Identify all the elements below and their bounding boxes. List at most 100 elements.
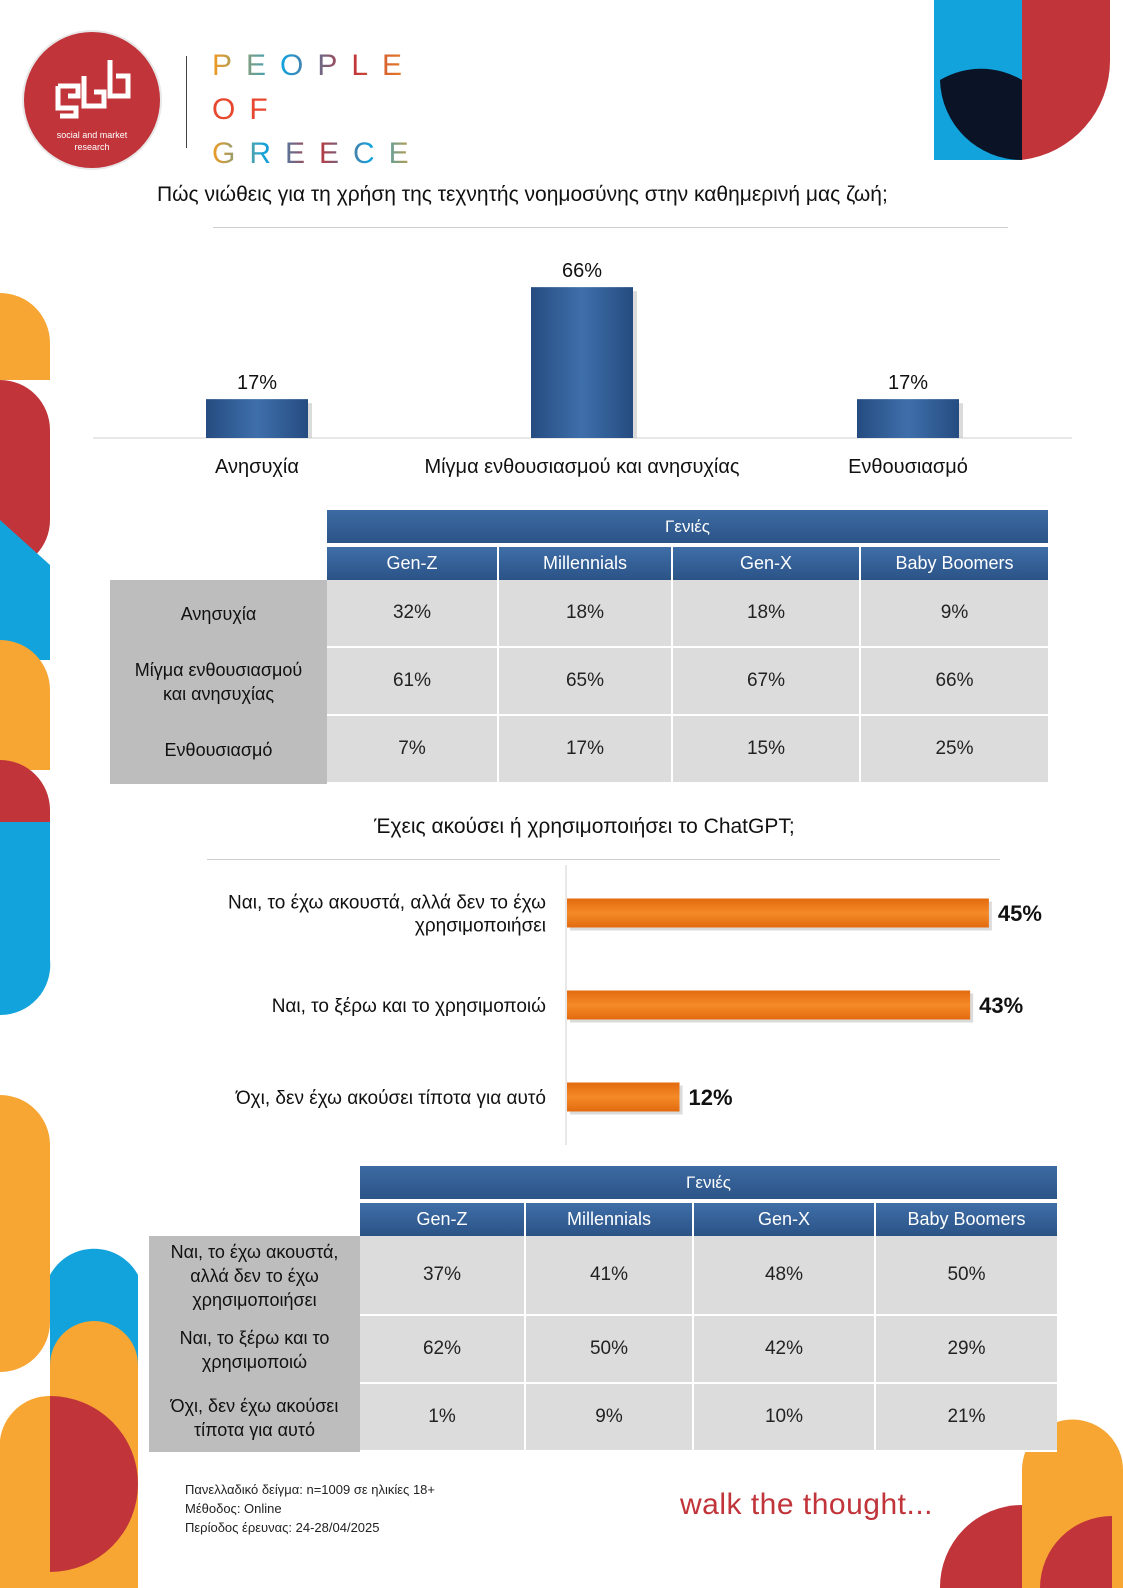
brand-line-3: GREECE <box>212 132 423 176</box>
brand-line-1: PEOPLE <box>212 44 423 88</box>
table1-cell: 66% <box>861 648 1048 716</box>
table1-cell: 18% <box>673 580 861 648</box>
chart2-category-label: χρησιμοποιήσει <box>415 916 546 937</box>
chart2-bar <box>567 1082 680 1112</box>
table-row: Μίγμα ενθουσιασμού και ανησυχίας 61% 65%… <box>110 648 1048 716</box>
row-label-line: Μίγμα ενθουσιασμού <box>134 660 303 680</box>
table2-row-label: Όχι, δεν έχω ακούσει τίποτα για αυτό <box>149 1384 360 1452</box>
row-label-line: Όχι, δεν έχω ακούσει <box>170 1396 339 1416</box>
chart2-title-rule <box>207 859 1000 860</box>
table1-cell: 17% <box>499 716 673 784</box>
table2-col-header: Millennials <box>526 1203 694 1236</box>
table2-col-header: Baby Boomers <box>876 1203 1057 1236</box>
generations-table-1: Γενιές Gen-Z Millennials Gen-X Baby Boom… <box>110 510 1048 784</box>
table-row: Ναι, το έχω ακουστά, αλλά δεν το έχω χρη… <box>149 1236 1057 1316</box>
table1-cell: 32% <box>327 580 499 648</box>
table2-cell: 50% <box>526 1316 694 1384</box>
chart1-category-label: Ανησυχία <box>215 456 299 478</box>
chart1-title: Πώς νιώθεις για τη χρήση της τεχνητής νο… <box>157 183 888 206</box>
logo-divider <box>186 56 187 148</box>
tagline: walk the thought... <box>680 1488 933 1521</box>
table2-cell: 62% <box>360 1316 526 1384</box>
brand-name: PEOPLE OF GREECE <box>212 44 423 176</box>
row-label-line: χρησιμοποιώ <box>201 1352 308 1372</box>
chart2-bar <box>567 990 971 1020</box>
table1-cell: 7% <box>327 716 499 784</box>
table2-corner <box>149 1166 360 1199</box>
chart1-category-label: Ενθουσιασμό <box>848 456 968 478</box>
table2-cell: 1% <box>360 1384 526 1452</box>
table1-cell: 18% <box>499 580 673 648</box>
table2-cell: 37% <box>360 1236 526 1316</box>
table2-row-label: Ναι, το ξέρω και το χρησιμοποιώ <box>149 1316 360 1384</box>
table1-row-label: Ενθουσιασμό <box>110 716 327 784</box>
row-label-line: Ανησυχία <box>180 604 257 624</box>
logo-caption-2: research <box>74 142 110 152</box>
table1-cell: 61% <box>327 648 499 716</box>
footnote-period: Περίοδος έρευνας: 24-28/04/2025 <box>185 1520 380 1535</box>
row-label-line: Ναι, το ξέρω και το <box>179 1328 330 1348</box>
chart1-category-label: Μίγμα ενθουσιασμού και ανησυχίας <box>424 456 739 478</box>
table2-cell: 50% <box>876 1236 1057 1316</box>
chart1-title-rule <box>213 227 1008 228</box>
chart2-value-label: 43% <box>979 993 1023 1018</box>
table2-row-label: Ναι, το έχω ακουστά, αλλά δεν το έχω χρη… <box>149 1236 360 1316</box>
table1-group-header: Γενιές <box>327 510 1048 543</box>
chart1-svg: 17% Ανησυχία 66% Μίγμα ενθουσιασμού και ανη… <box>93 260 1072 478</box>
table-row: Ενθουσιασμό 7% 17% 15% 25% <box>110 716 1048 784</box>
table2-cell: 48% <box>694 1236 876 1316</box>
table2-cell: 9% <box>526 1384 694 1452</box>
chart1-value-label: 66% <box>562 260 602 282</box>
chart1-bar <box>531 287 633 438</box>
table1-cell: 67% <box>673 648 861 716</box>
row-label-line: Ναι, το έχω ακουστά, <box>170 1242 339 1262</box>
table1-cell: 15% <box>673 716 861 784</box>
chart1-bar <box>857 399 959 438</box>
table1-row-label: Μίγμα ενθουσιασμού και ανησυχίας <box>110 648 327 716</box>
table1-col-header: Baby Boomers <box>861 547 1048 580</box>
table1-corner <box>110 510 327 543</box>
chart2-value-label: 45% <box>998 901 1042 926</box>
chart1-value-label: 17% <box>237 372 277 394</box>
row-label-line: τίποτα για αυτό <box>193 1420 316 1440</box>
table1-cell: 65% <box>499 648 673 716</box>
survey-footnote: Πανελλαδικό δείγμα: n=1009 σε ηλικίες 18… <box>185 1480 435 1537</box>
row-label-line: αλλά δεν το έχω <box>190 1266 319 1286</box>
chart1-bar <box>206 399 308 438</box>
chart2-category-label: Όχι, δεν έχω ακούσει τίποτα για αυτό <box>235 1088 546 1109</box>
table1-col-header: Gen-X <box>673 547 861 580</box>
chart1-value-label: 17% <box>888 372 928 394</box>
logo-caption-1: social and market <box>56 130 128 140</box>
table-row: Όχι, δεν έχω ακούσει τίποτα για αυτό 1% … <box>149 1384 1057 1452</box>
table2-group-header: Γενιές <box>360 1166 1057 1199</box>
table1-col-header: Gen-Z <box>327 547 499 580</box>
chart2-category-label: Ναι, το ξέρω και το χρησιμοποιώ <box>272 996 546 1017</box>
table1-cell: 25% <box>861 716 1048 784</box>
footnote-method: Μέθοδος: Online <box>185 1501 282 1516</box>
logo-mark-icon <box>55 60 131 119</box>
table2-cell: 41% <box>526 1236 694 1316</box>
table1-row-label: Ανησυχία <box>110 580 327 648</box>
table-row: Ανησυχία 32% 18% 18% 9% <box>110 580 1048 648</box>
table2-col-header: Gen-Z <box>360 1203 526 1236</box>
company-logo: social and market research <box>24 32 160 168</box>
table2-cell: 10% <box>694 1384 876 1452</box>
chart2-category-label: Ναι, το έχω ακουστά, αλλά δεν το έχω <box>228 893 546 914</box>
row-label-line: Ενθουσιασμό <box>164 740 273 760</box>
row-label-line: χρησιμοποιήσει <box>192 1290 317 1310</box>
chart2-title: Έχεις ακούσει ή χρησιμοποιήσει το ChatGP… <box>374 815 795 838</box>
brand-line-2: OF <box>212 93 282 126</box>
table2-cell: 29% <box>876 1316 1057 1384</box>
table2-cell: 42% <box>694 1316 876 1384</box>
footnote-sample: Πανελλαδικό δείγμα: n=1009 σε ηλικίες 18… <box>185 1482 435 1497</box>
chart2-value-label: 12% <box>689 1085 733 1110</box>
table1-col-header: Millennials <box>499 547 673 580</box>
chart2-svg: 45% Ναι, το έχω ακουστά, αλλά δεν το έχωχ… <box>228 865 1042 1145</box>
table2-col-header: Gen-X <box>694 1203 876 1236</box>
chart2-bar <box>567 898 989 928</box>
table1-cell: 9% <box>861 580 1048 648</box>
table-row: Ναι, το ξέρω και το χρησιμοποιώ 62% 50% … <box>149 1316 1057 1384</box>
table2-cell: 21% <box>876 1384 1057 1452</box>
row-label-line: και ανησυχίας <box>162 684 275 704</box>
